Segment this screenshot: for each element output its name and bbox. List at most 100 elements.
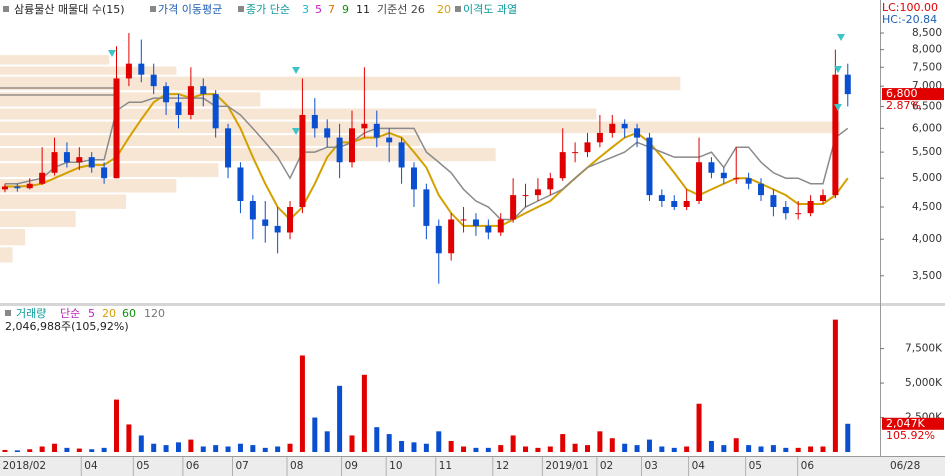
volume-bar [64, 447, 70, 452]
volume-bar [523, 446, 529, 452]
volume-bar [374, 427, 380, 452]
candle-body [720, 172, 727, 179]
volume-bar [733, 438, 739, 452]
volume-bar [622, 443, 628, 452]
candle-body [559, 152, 566, 179]
volume-bar [349, 435, 355, 452]
candle-body [460, 219, 467, 221]
candle-body [63, 152, 70, 163]
profile-bar [0, 66, 177, 75]
volume-bar [27, 449, 33, 452]
volume-bars [2, 319, 851, 452]
candle-body [485, 225, 492, 233]
y-tick-label: 6,500 [912, 100, 942, 112]
volume-bar [188, 439, 194, 452]
candle-body [113, 78, 120, 179]
candle-body [572, 152, 579, 154]
x-tick-label: 11 [439, 460, 452, 472]
candle-body [733, 178, 740, 180]
x-tick-label: 04 [692, 460, 706, 472]
profile-bar [0, 108, 597, 120]
legend-item: 거래량 [16, 307, 46, 320]
last-volume-box [882, 417, 944, 430]
legend-item: 가격 이동평균 [158, 3, 222, 16]
volume-bar [634, 445, 640, 452]
candle-body [782, 207, 789, 214]
candle-body [299, 114, 306, 208]
candle-body [324, 128, 331, 138]
volume-bar [684, 446, 690, 452]
volume-bar [770, 445, 776, 452]
volume-bar [2, 449, 8, 452]
candle-body [423, 189, 430, 226]
y-tick-label: 7,500K [905, 343, 943, 355]
candle-body [187, 86, 194, 115]
volume-bar [572, 443, 578, 452]
candle-body [39, 172, 46, 184]
candle-body [832, 74, 839, 196]
candle-body [646, 137, 653, 196]
candle-body [658, 195, 665, 202]
last-date: 06/28 [890, 460, 920, 472]
volume-bar [52, 443, 58, 452]
candle-body [336, 137, 343, 163]
legend-icon [5, 310, 11, 316]
candle-body [609, 123, 616, 133]
candle-body [745, 178, 752, 184]
candle-body [88, 157, 95, 168]
volume-bar [808, 446, 814, 452]
x-tick-label: 08 [290, 460, 303, 472]
volume-bar [299, 355, 305, 452]
volume-bar [646, 439, 652, 452]
legend-item: 단순 [60, 307, 80, 320]
x-tick-label: 12 [496, 460, 509, 472]
candle-body [770, 195, 777, 208]
candle-body [844, 74, 851, 95]
last-price-label: 6,800 [886, 87, 918, 100]
candle-body [671, 201, 678, 208]
y-tick-label: 5,000 [912, 172, 942, 184]
candle-body [621, 123, 628, 129]
candle-body [200, 86, 207, 95]
volume-bar [473, 447, 479, 452]
volume-info: 2,046,988주(105,92%) [5, 320, 129, 333]
signal-arrow [837, 34, 845, 41]
volume-bar [560, 434, 566, 452]
candle-body [819, 195, 826, 202]
candle-body [807, 201, 814, 214]
candle-body [758, 183, 765, 196]
volume-bar [250, 445, 256, 452]
profile-bar [0, 135, 420, 147]
volume-bar [671, 447, 677, 452]
indicator-line [4, 93, 849, 227]
hc-label: HC:-20.84 [882, 13, 937, 26]
volume-bar [76, 448, 82, 452]
x-tick-label: 02 [600, 460, 613, 472]
axes: 3,5004,0004,5005,0005,5006,0006,5007,000… [2, 27, 944, 476]
volume-bar [151, 443, 157, 452]
legend-item: 이격도 과열 [463, 3, 517, 16]
volume-bar [758, 446, 764, 452]
volume-bar [89, 449, 95, 452]
volume-bar [101, 447, 107, 452]
candle-body [51, 152, 58, 173]
legend-icon [238, 6, 244, 12]
volume-bar [436, 431, 442, 452]
x-tick-label: 2019/01 [545, 460, 589, 472]
volume-bar [659, 446, 665, 452]
signal-arrow [834, 104, 842, 111]
candle-body [249, 201, 256, 220]
candle-body [795, 213, 802, 215]
candle-body [373, 123, 380, 138]
volume-bar [386, 434, 392, 452]
volume-bar [783, 447, 789, 452]
last-volume-ratio: 105.92% [886, 429, 935, 442]
volume-bar [721, 445, 727, 452]
volume-bar [114, 399, 120, 452]
legend-item: 20 [102, 307, 116, 320]
signal-arrow [292, 128, 300, 135]
volume-bar [820, 446, 826, 452]
volume-bar [163, 445, 169, 452]
panel-separator [0, 303, 945, 306]
